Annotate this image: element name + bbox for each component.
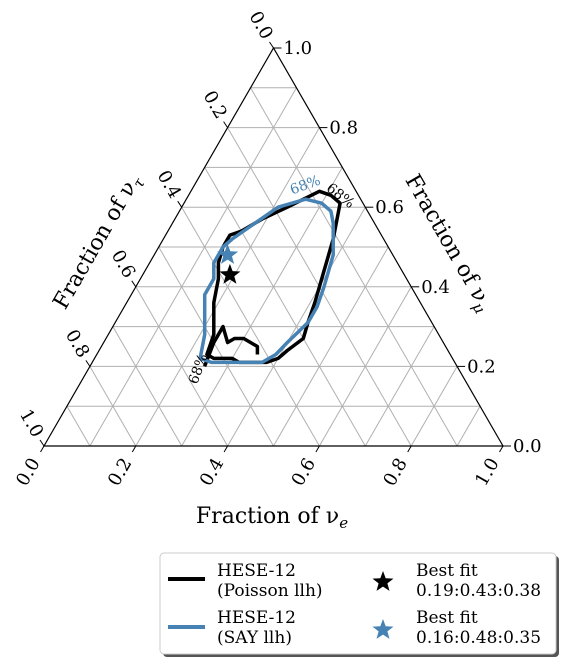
tick-bottom [41,446,45,452]
legend-bestfit-value-poisson: 0.19:0.43:0.38 [416,581,541,601]
tick-label-right: 0.8 [329,118,358,139]
tick-bottom [316,446,320,452]
tick-label-right: 0.4 [421,277,450,298]
grid-line-nu-e [457,406,480,446]
legend-bestfit-label-say: Best fit [416,608,478,628]
tick-label-left: 1.0 [15,406,48,441]
legend-label-say: HESE-12 [217,608,296,628]
tick-bottom [132,446,136,452]
tick-label-left: 0.2 [199,87,232,122]
axis-title-nu-e: Fraction of νe [196,504,348,532]
grid-line-nu-e [365,327,434,446]
tick-left [132,281,136,287]
legend: HESE-12 (Poisson llh) HESE-12 (SAY llh) … [160,553,559,657]
grid-line-nu-tau [67,406,90,446]
tick-label-left: 0.8 [61,326,94,361]
contour-label-poisson-bottom: 68% [186,352,212,387]
contour-say [200,199,333,362]
tick-left [40,440,44,446]
tick-left [86,360,90,366]
legend-label-say-line2: (SAY llh) [217,628,292,648]
tick-label-bottom: 0.8 [379,455,412,490]
tick-left [178,201,182,207]
grid-line-nu-tau [113,327,182,446]
tick-label-bottom: 0.2 [104,455,137,490]
tick-label-bottom: 0.6 [288,455,321,490]
legend-label-poisson: HESE-12 [217,561,296,581]
best-fit-star-poisson [219,264,240,284]
tick-label-right: 0.6 [375,197,404,218]
legend-bestfit-value-say: 0.16:0.48:0.35 [416,628,541,648]
tick-bottom [408,446,412,452]
tick-label-bottom: 1.0 [471,455,504,490]
tick-bottom [224,446,228,452]
tick-label-left: 0.6 [107,246,140,281]
tick-label-left: 0.0 [245,8,278,43]
tick-label-bottom: 0.4 [196,455,229,490]
tick-left [224,122,228,128]
grid-line-nu-tau [251,88,458,446]
tick-label-bottom: 0.0 [12,455,45,490]
contour-label-say: 68% [288,173,323,199]
legend-bestfit-label-poisson: Best fit [416,561,478,581]
tick-label-left: 0.4 [153,167,186,202]
legend-label-poisson-line2: (Poisson llh) [217,581,323,601]
tick-label-right: 1.0 [284,38,313,59]
tick-bottom [500,446,504,452]
tick-label-right: 0.2 [467,356,496,377]
tick-label-right: 0.0 [513,436,542,457]
axis-title-nu-tau: Fraction of ντ [49,169,149,315]
tick-left [270,42,274,48]
